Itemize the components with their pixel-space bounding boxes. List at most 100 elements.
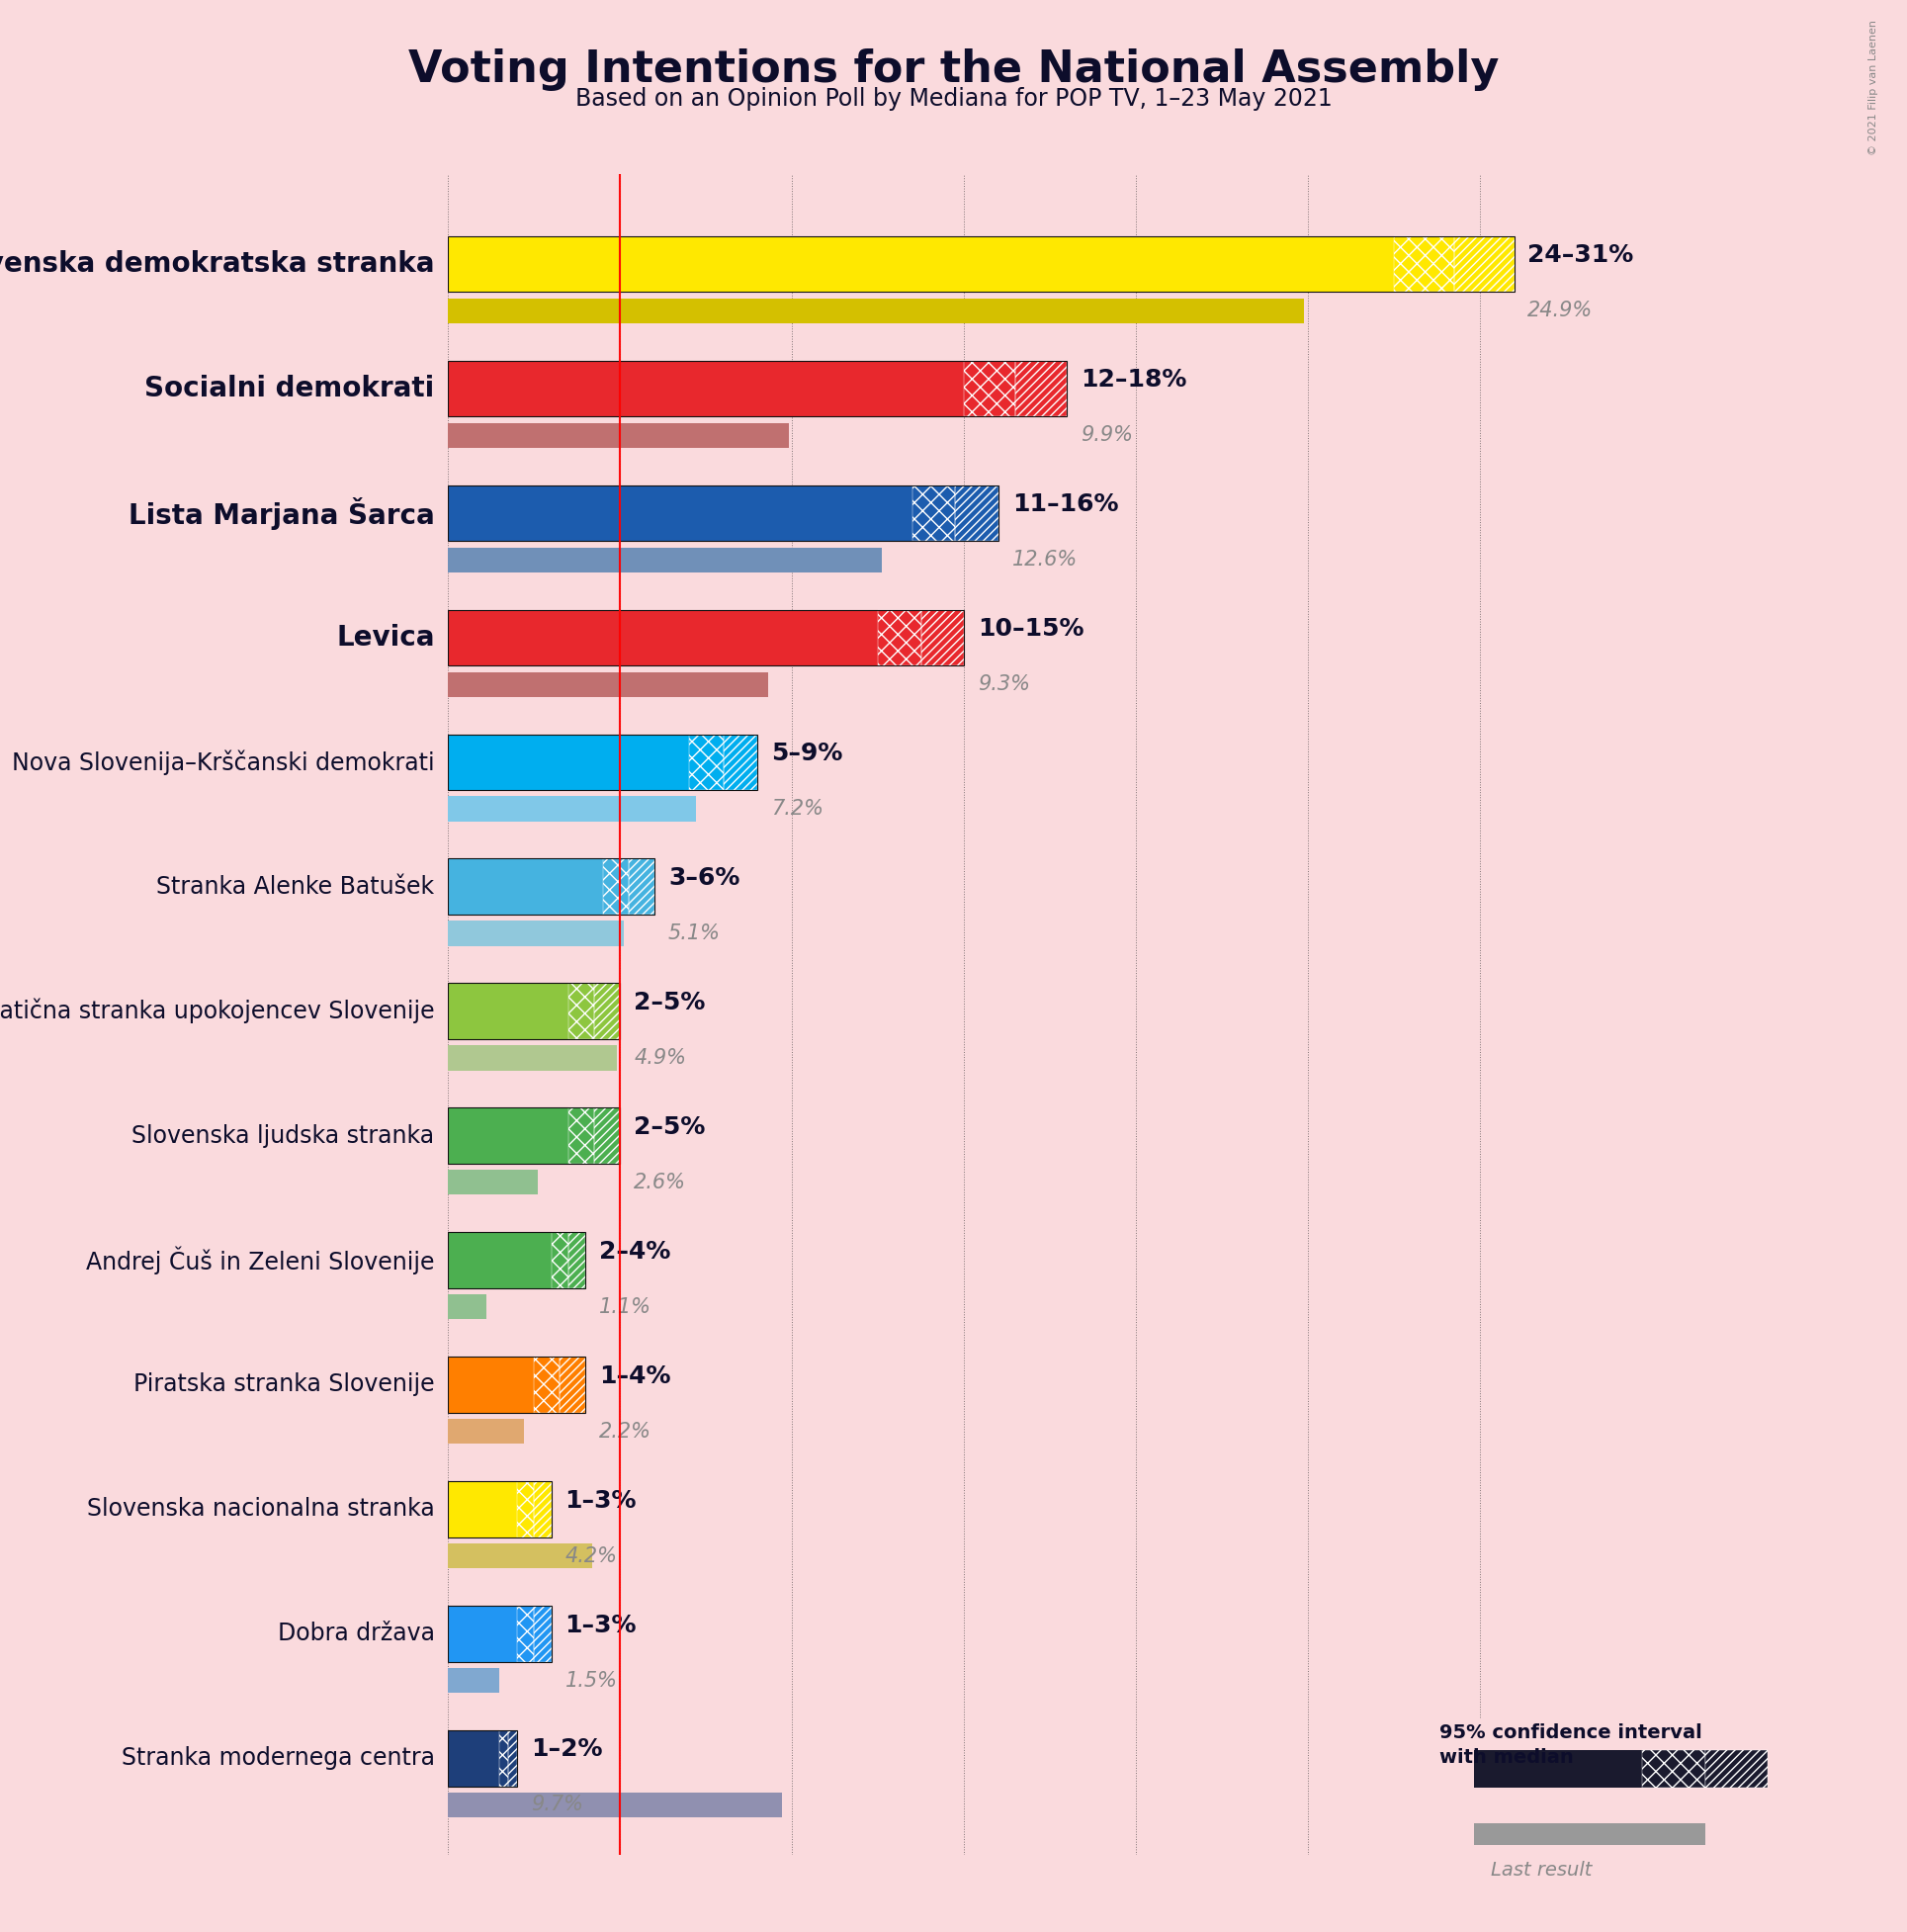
Bar	[1474, 1824, 1705, 1845]
Bar	[561, 1356, 585, 1412]
Bar	[448, 236, 1394, 292]
Text: Slovenska ljudska stranka: Slovenska ljudska stranka	[132, 1124, 435, 1148]
Bar	[534, 1482, 551, 1538]
Text: 12.6%: 12.6%	[1013, 551, 1077, 570]
Bar	[595, 983, 620, 1039]
Bar	[877, 611, 921, 667]
Bar	[723, 734, 757, 790]
Bar	[448, 361, 963, 417]
Bar	[723, 734, 757, 790]
Text: 7.2%: 7.2%	[770, 800, 824, 819]
Text: 4.9%: 4.9%	[633, 1047, 687, 1068]
Bar	[1016, 361, 1068, 417]
Bar	[517, 1605, 534, 1662]
Text: Last result: Last result	[1491, 1861, 1592, 1880]
Bar	[603, 858, 629, 914]
Bar	[448, 1731, 500, 1787]
Bar	[534, 1356, 561, 1412]
Text: 1–3%: 1–3%	[564, 1613, 637, 1636]
Text: 2–4%: 2–4%	[599, 1240, 671, 1264]
Text: Slovenska nacionalna stranka: Slovenska nacionalna stranka	[88, 1497, 435, 1520]
Bar	[534, 1605, 551, 1662]
Bar	[448, 423, 789, 448]
Bar	[534, 1482, 551, 1538]
Text: Voting Intentions for the National Assembly: Voting Intentions for the National Assem…	[408, 48, 1499, 91]
Bar	[912, 485, 955, 541]
Text: 1–4%: 1–4%	[599, 1364, 671, 1387]
Text: Stranka Alenke Batušek: Stranka Alenke Batušek	[156, 875, 435, 898]
Text: 2–5%: 2–5%	[633, 991, 706, 1014]
Text: 1–3%: 1–3%	[564, 1490, 637, 1513]
Bar	[1016, 361, 1068, 417]
Text: Demokratična stranka upokojencev Slovenije: Demokratična stranka upokojencev Sloveni…	[0, 999, 435, 1024]
Bar	[448, 858, 603, 914]
Bar	[448, 1045, 616, 1070]
Bar	[448, 734, 688, 790]
Bar	[595, 983, 620, 1039]
Text: 12–18%: 12–18%	[1081, 369, 1186, 392]
Text: Lista Marjana Šarca: Lista Marjana Šarca	[128, 497, 435, 529]
Bar	[561, 1356, 585, 1412]
Text: 1–2%: 1–2%	[530, 1737, 603, 1762]
Text: 9.3%: 9.3%	[978, 674, 1030, 694]
Bar	[448, 922, 624, 947]
Bar	[955, 485, 997, 541]
Text: Slovenska demokratska stranka: Slovenska demokratska stranka	[0, 251, 435, 278]
Bar	[629, 858, 654, 914]
Text: Levica: Levica	[336, 624, 435, 651]
Bar	[551, 1233, 568, 1289]
Text: 9.7%: 9.7%	[530, 1795, 584, 1814]
Bar	[963, 361, 1015, 417]
Bar	[1394, 236, 1453, 292]
Text: Dobra država: Dobra država	[277, 1621, 435, 1646]
Bar	[595, 1107, 620, 1163]
Bar	[912, 485, 955, 541]
Text: 2.2%: 2.2%	[599, 1422, 652, 1441]
Bar	[603, 858, 629, 914]
Bar	[448, 1544, 593, 1569]
Bar	[448, 1793, 782, 1818]
Bar	[517, 1605, 534, 1662]
Text: Based on an Opinion Poll by Mediana for POP TV, 1–23 May 2021: Based on an Opinion Poll by Mediana for …	[576, 87, 1331, 110]
Bar	[448, 983, 568, 1039]
Bar	[568, 983, 595, 1039]
Bar	[448, 1233, 551, 1289]
Bar	[448, 1171, 538, 1194]
Text: © 2021 Filip van Laenen: © 2021 Filip van Laenen	[1869, 19, 1878, 155]
Bar	[509, 1731, 517, 1787]
Bar	[517, 1482, 534, 1538]
Text: 2.6%: 2.6%	[633, 1173, 687, 1192]
Text: 9.9%: 9.9%	[1081, 425, 1133, 444]
Bar	[568, 1233, 585, 1289]
Bar	[688, 734, 723, 790]
Text: 4.2%: 4.2%	[564, 1546, 618, 1565]
Bar	[568, 1107, 595, 1163]
Bar	[551, 1233, 568, 1289]
Text: 1.5%: 1.5%	[564, 1671, 618, 1690]
Bar	[448, 1418, 524, 1443]
Text: 3–6%: 3–6%	[667, 866, 740, 891]
Bar	[877, 611, 921, 667]
Bar	[448, 796, 696, 821]
Bar	[1394, 236, 1453, 292]
Text: Nova Slovenija–Krščanski demokrati: Nova Slovenija–Krščanski demokrati	[11, 750, 435, 775]
Bar	[534, 1356, 561, 1412]
Text: 5–9%: 5–9%	[770, 742, 843, 765]
Text: 1.1%: 1.1%	[599, 1296, 652, 1318]
Bar	[448, 1294, 486, 1320]
Text: Stranka modernega centra: Stranka modernega centra	[122, 1747, 435, 1770]
Bar	[500, 1731, 509, 1787]
Text: 11–16%: 11–16%	[1013, 493, 1118, 516]
Bar	[1453, 236, 1514, 292]
Bar	[688, 734, 723, 790]
Text: 24–31%: 24–31%	[1528, 243, 1634, 267]
Bar	[963, 361, 1015, 417]
Bar	[534, 1605, 551, 1662]
Text: 10–15%: 10–15%	[978, 616, 1083, 641]
Text: 95% confidence interval
with median: 95% confidence interval with median	[1440, 1723, 1703, 1768]
Bar	[595, 1107, 620, 1163]
Text: Andrej Čuš in Zeleni Slovenije: Andrej Čuš in Zeleni Slovenije	[86, 1246, 435, 1275]
Bar	[1642, 1750, 1705, 1787]
Bar	[448, 672, 769, 697]
Bar	[1453, 236, 1514, 292]
